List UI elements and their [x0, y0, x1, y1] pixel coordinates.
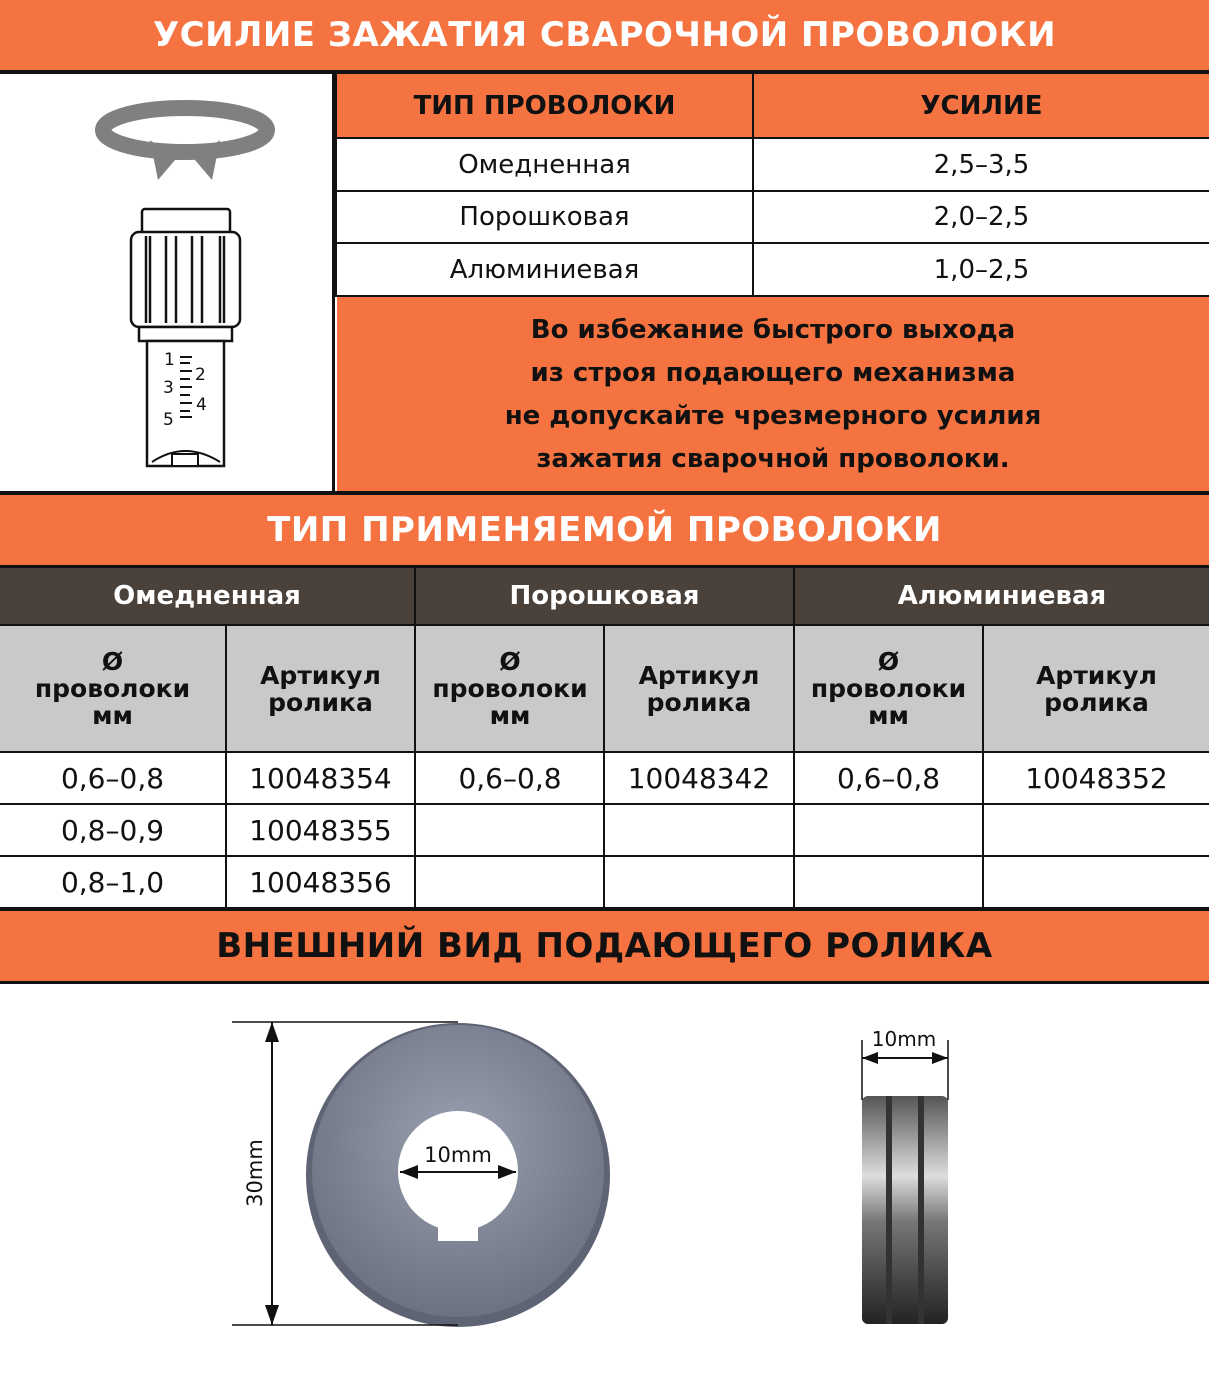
scale-label: 1: [164, 350, 175, 370]
outer-diameter-label: 30mm: [243, 1139, 267, 1207]
force-cell: 2,0–2,5: [752, 190, 1209, 244]
subheader-line: ролика: [268, 687, 373, 717]
tension-knob-illustration: 1 2 3 4 5: [0, 74, 335, 492]
subheader-line: Ø: [877, 647, 900, 676]
column-header-wire-type: ТИП ПРОВОЛОКИ: [335, 72, 754, 139]
force-cell: 1,0–2,5: [752, 242, 1209, 297]
roller-side-icon: [861, 1040, 949, 1324]
divider: [0, 981, 1209, 984]
wire-diameter-cell: 0,8–0,9: [0, 803, 227, 857]
roller-article-cell: 10048342: [603, 751, 795, 805]
subheader-line: Артикул: [638, 660, 760, 690]
wire-diameter-cell: [793, 855, 984, 909]
roller-article-cell: [982, 855, 1209, 909]
wire-diameter-cell: [793, 803, 984, 857]
subheader-line: Ø: [101, 647, 124, 676]
wire-type-cell: Порошковая: [335, 190, 754, 244]
wire-type-cell: Омедненная: [335, 137, 754, 192]
wire-type-cell: Алюминиевая: [335, 242, 754, 297]
warning-line: Во избежание быстрого выхода: [530, 314, 1016, 345]
wire-diameter-cell: 0,6–0,8: [0, 751, 227, 805]
inner-diameter-label: 10mm: [424, 1143, 492, 1167]
roller-article-cell: 10048355: [225, 803, 416, 857]
subheader-line: ролика: [646, 687, 752, 717]
width-label: 10mm: [872, 1027, 936, 1051]
roller-article-cell: [603, 855, 795, 909]
subheader-line: мм: [489, 701, 531, 730]
subheader-line: Артикул: [260, 660, 381, 690]
wire-diameter-cell: [414, 803, 606, 857]
subheader-roller-article: Артикул ролика: [225, 624, 416, 753]
force-cell: 2,5–3,5: [752, 137, 1209, 192]
scale-label: 2: [195, 365, 206, 385]
roller-article-cell: 10048352: [982, 751, 1209, 805]
wire-diameter-cell: [414, 855, 606, 909]
subheader-line: мм: [92, 701, 133, 730]
group-header-aluminum: Алюминиевая: [793, 566, 1209, 626]
subheader-roller-article: Артикул ролика: [603, 624, 795, 753]
roller-article-cell: 10048356: [225, 855, 416, 909]
warning-line: зажатия сварочной проволоки.: [536, 443, 1010, 474]
roller-front-icon: [232, 1021, 610, 1327]
subheader-line: мм: [868, 701, 909, 730]
subheader-line: проволоки: [34, 674, 191, 703]
group-header-flux: Порошковая: [414, 566, 795, 626]
roller-article-cell: 10048354: [225, 751, 416, 805]
warning-line: не допускайте чрезмерного усилия: [504, 400, 1042, 431]
subheader-line: Ø: [499, 647, 521, 676]
subheader-line: проволоки: [810, 674, 967, 703]
wire-diameter-cell: 0,8–1,0: [0, 855, 227, 909]
wire-diameter-cell: 0,6–0,8: [793, 751, 984, 805]
knob-icon: 1 2 3 4 5: [95, 100, 275, 468]
subheader-line: ролика: [1044, 687, 1149, 717]
section-title-wire-type: ТИП ПРИМЕНЯЕМОЙ ПРОВОЛОКИ: [0, 495, 1209, 565]
subheader-roller-article: Артикул ролика: [982, 624, 1209, 753]
scale-label: 5: [163, 410, 174, 430]
column-header-force: УСИЛИЕ: [752, 72, 1209, 139]
subheader-line: проволоки: [432, 674, 588, 703]
wire-diameter-cell: 0,6–0,8: [414, 751, 606, 805]
warning-note: Во избежание быстрого выхода из строя по…: [337, 297, 1209, 492]
group-header-copper: Омедненная: [0, 566, 416, 626]
roller-article-cell: [603, 803, 795, 857]
divider: [0, 907, 1209, 911]
scale-label: 3: [163, 378, 174, 398]
divider: [0, 491, 1209, 495]
warning-line: из строя подающего механизма: [530, 357, 1016, 388]
section-title-clamping-force: УСИЛИЕ ЗАЖАТИЯ СВАРОЧНОЙ ПРОВОЛОКИ: [0, 0, 1209, 70]
roller-drawings: 10mm 30mm 10mm: [232, 1021, 949, 1327]
roller-article-cell: [982, 803, 1209, 857]
scale-label: 4: [196, 395, 207, 415]
section-title-roller-view: ВНЕШНИЙ ВИД ПОДАЮЩЕГО РОЛИКА: [0, 911, 1209, 981]
subheader-line: Артикул: [1036, 660, 1157, 690]
